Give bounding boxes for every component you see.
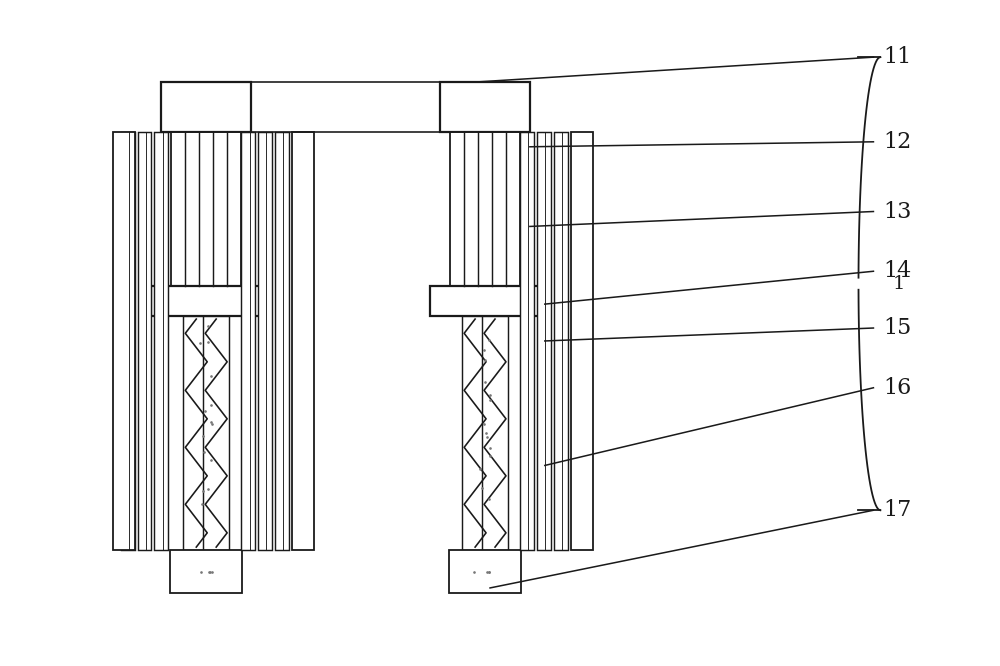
- Bar: [554, 132, 568, 550]
- Bar: [449, 550, 521, 593]
- Text: 14: 14: [883, 260, 912, 282]
- Bar: [430, 286, 540, 316]
- Bar: [171, 132, 241, 286]
- Bar: [440, 82, 530, 132]
- Bar: [537, 132, 551, 550]
- Bar: [161, 82, 251, 132]
- Bar: [154, 132, 168, 550]
- Bar: [571, 132, 593, 550]
- Text: 1: 1: [892, 274, 905, 292]
- Text: 11: 11: [883, 46, 912, 68]
- Bar: [183, 316, 209, 550]
- Text: 15: 15: [883, 317, 912, 339]
- Bar: [241, 132, 255, 550]
- Bar: [450, 132, 520, 286]
- Bar: [170, 550, 242, 593]
- Text: 12: 12: [883, 131, 912, 153]
- Bar: [138, 132, 151, 550]
- Text: 17: 17: [883, 500, 912, 521]
- Bar: [121, 132, 135, 550]
- Bar: [203, 316, 229, 550]
- Bar: [151, 286, 261, 316]
- Text: 13: 13: [883, 200, 912, 222]
- Bar: [275, 132, 289, 550]
- Bar: [520, 132, 534, 550]
- Bar: [462, 316, 488, 550]
- Bar: [482, 316, 508, 550]
- Bar: [292, 132, 314, 550]
- Bar: [113, 132, 135, 550]
- Bar: [258, 132, 272, 550]
- Text: 16: 16: [883, 377, 912, 399]
